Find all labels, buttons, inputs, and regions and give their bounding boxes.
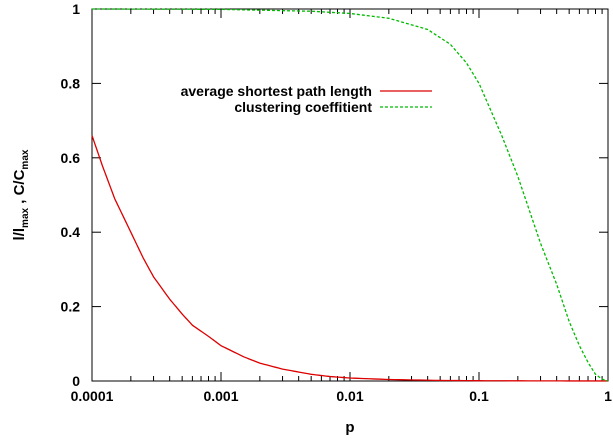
series-line-clustering bbox=[91, 8, 609, 382]
y-axis-label: l/lmax , C/Cmax bbox=[11, 149, 31, 240]
y-tick-label: 1 bbox=[72, 1, 80, 17]
y-axis-label-part1-sub: max bbox=[20, 207, 31, 227]
x-tick-label: 0.001 bbox=[203, 388, 238, 404]
legend-label-clustering: clustering coeffitient bbox=[234, 99, 372, 115]
y-tick-label: 0.6 bbox=[61, 150, 81, 166]
legend-label-path-length: average shortest path length bbox=[181, 83, 372, 99]
y-tick-label: 0 bbox=[72, 373, 80, 389]
x-tick-label: 0.1 bbox=[469, 388, 489, 404]
tick-marks bbox=[91, 8, 609, 382]
y-axis-label-part1: l/l bbox=[11, 228, 28, 241]
x-tick-label: 0.01 bbox=[336, 388, 363, 404]
x-tick-label: 1 bbox=[604, 388, 612, 404]
y-tick-label: 0.2 bbox=[61, 299, 81, 315]
series-line-path-length bbox=[91, 135, 608, 382]
y-axis-label-part2-sub: max bbox=[20, 149, 31, 169]
tick-labels: 0.0001 0.001 0.01 0.1 1 0 0.2 0.4 0.6 0.8 1 bbox=[61, 1, 613, 404]
y-axis-label-separator: , bbox=[11, 195, 28, 208]
y-tick-label: 0.4 bbox=[61, 224, 81, 240]
x-axis-label: p bbox=[345, 419, 354, 436]
x-tick-label: 0.0001 bbox=[71, 388, 114, 404]
y-tick-label: 0.8 bbox=[61, 75, 81, 91]
legend: average shortest path length clustering … bbox=[181, 83, 432, 115]
y-axis-label-part2: C/C bbox=[11, 169, 28, 195]
series-lines bbox=[91, 8, 609, 382]
